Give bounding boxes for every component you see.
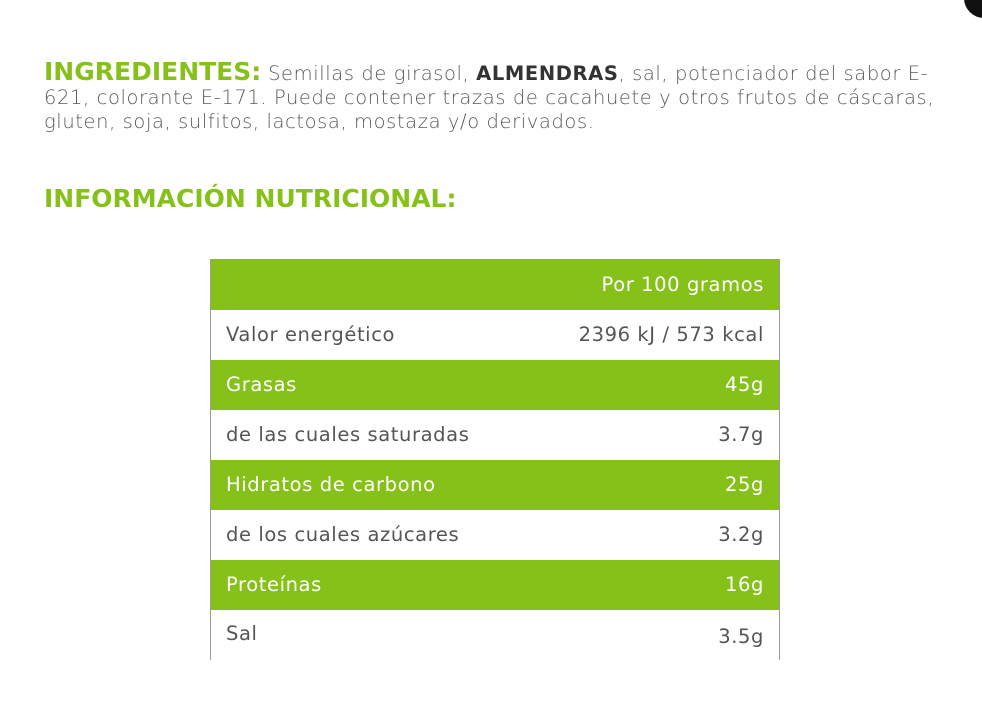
ingredients-paragraph: INGREDIENTES: Semillas de girasol, ALMEN… (44, 56, 944, 134)
nutrition-row-value: 45g (528, 359, 780, 410)
nutrition-row-saturated: de las cuales saturadas 3.7g (210, 409, 780, 460)
nutrition-header-value: Por 100 gramos (528, 259, 780, 310)
nutrition-header-row: Por 100 gramos (210, 259, 780, 310)
nutrition-row-sugars: de los cuales azúcares 3.2g (210, 509, 780, 560)
nutrition-row-label: Proteínas (210, 559, 529, 610)
nutrition-row-protein: Proteínas 16g (210, 559, 780, 610)
ingredients-text-after: , sal, potenciador del sabor E-621, colo… (44, 61, 935, 133)
nutrition-row-carbs: Hidratos de carbono 25g (210, 459, 780, 510)
ingredients-text-before: Semillas de girasol, (261, 61, 477, 85)
nutrition-row-label: de los cuales azúcares (210, 509, 529, 560)
nutrition-row-label: Hidratos de carbono (210, 459, 529, 510)
nutrition-row-value: 3.7g (528, 409, 780, 460)
nutrition-row-label: de las cuales saturadas (210, 409, 529, 460)
nutrition-row-fat: Grasas 45g (210, 359, 780, 410)
ingredients-allergen: ALMENDRAS (476, 61, 619, 85)
nutrition-row-value: 25g (528, 459, 780, 510)
nutrition-heading: INFORMACIÓN NUTRICIONAL: (44, 184, 457, 213)
nutrition-row-salt: Sal 3.5g (210, 609, 780, 660)
nutrition-row-label: Grasas (210, 359, 529, 410)
nutrition-row-energy: Valor energético 2396 kJ / 573 kcal (210, 309, 780, 360)
ingredients-label: INGREDIENTES: (44, 56, 262, 86)
nutrition-row-label: Sal (210, 609, 529, 660)
nutrition-row-value: 3.5g (528, 609, 780, 660)
corner-mark (964, 0, 982, 18)
nutrition-header-label (210, 259, 529, 310)
nutrition-row-value: 2396 kJ / 573 kcal (528, 309, 780, 360)
nutrition-table: Por 100 gramos Valor energético 2396 kJ … (210, 259, 780, 660)
nutrition-row-value: 3.2g (528, 509, 780, 560)
nutrition-row-value: 16g (528, 559, 780, 610)
nutrition-row-label: Valor energético (210, 309, 529, 360)
